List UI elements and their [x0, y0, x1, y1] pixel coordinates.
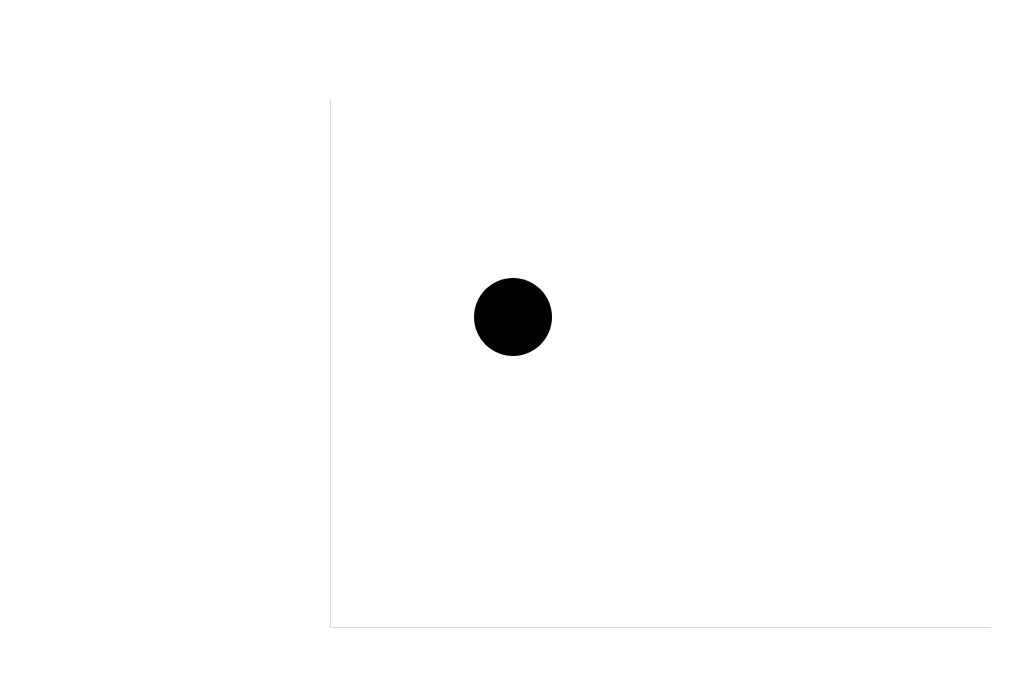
yield-spread-annotation [474, 214, 552, 461]
band-chart [474, 214, 552, 461]
stat-median-spread [14, 386, 246, 394]
up-arrow-head-icon [504, 214, 522, 230]
stat-current-spread [14, 180, 246, 188]
down-arrow-head-icon [504, 445, 522, 461]
yield-spread-circle [474, 278, 552, 356]
chart-plot-area [330, 100, 991, 628]
